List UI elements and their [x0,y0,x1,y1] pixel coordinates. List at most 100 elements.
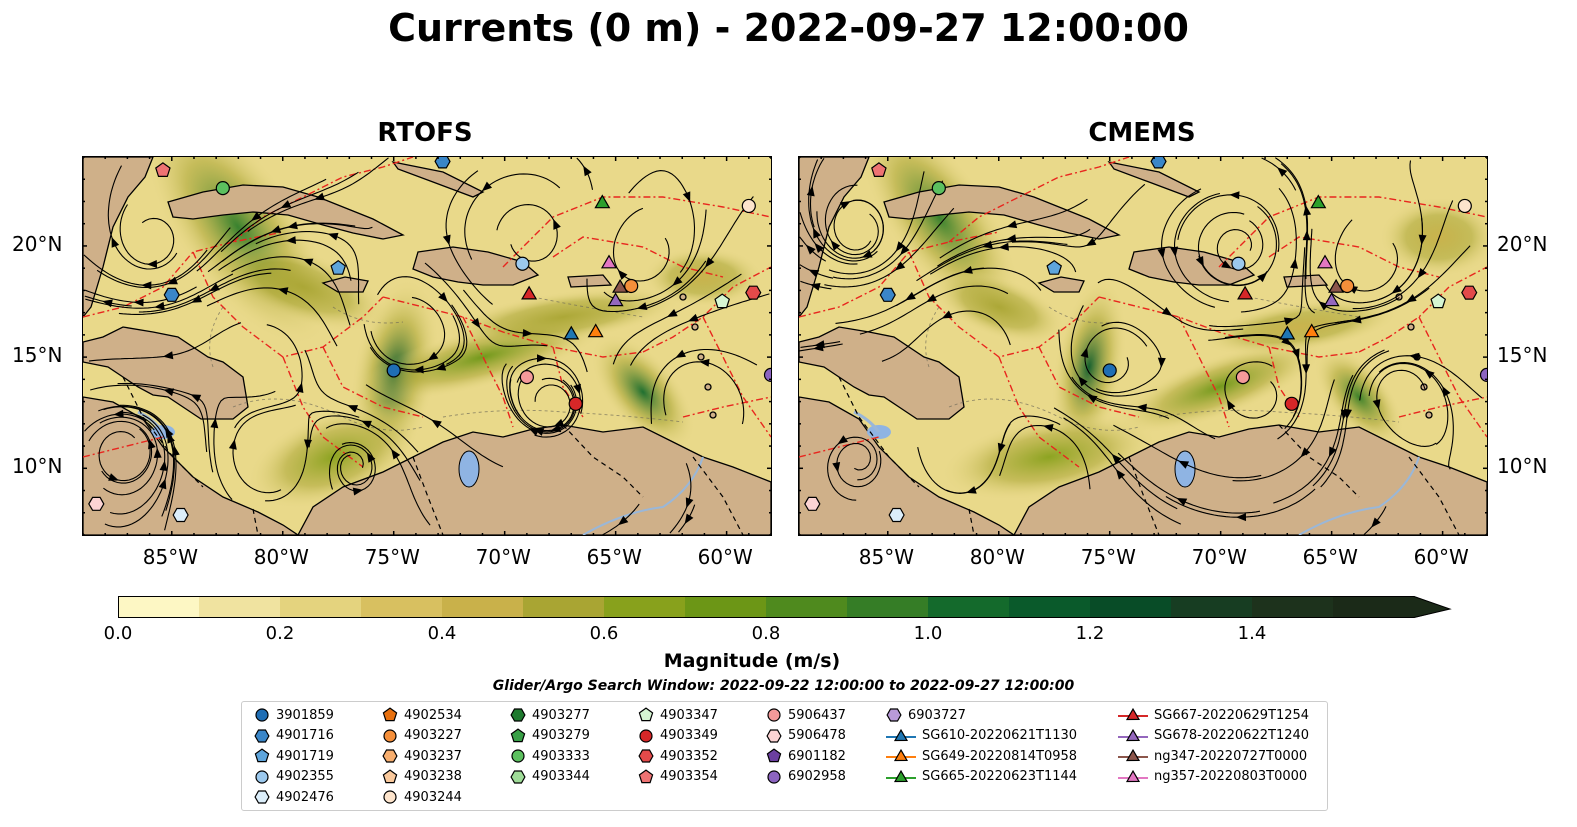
streamline-arrow [438,292,448,303]
streamline-arrow [442,234,451,246]
legend-label: 4903237 [404,748,462,764]
streamline-arrow [391,448,401,460]
legend-marker [254,748,270,763]
streamline-arrow [809,283,821,291]
streamline-arrow [427,351,439,361]
streamline-arrow [666,308,678,317]
bathymetry-contours [209,296,684,431]
legend: 3901859 4901716 4901719 4902355 4902476 49025… [241,701,1328,811]
streamline-arrow [699,358,710,367]
streamline-arrow [814,242,825,254]
streamline-arrow [277,287,289,296]
legend-marker [254,790,270,804]
legend-marker-icon [638,707,654,722]
legend-marker [511,749,525,763]
streamline-arrow [1391,284,1402,294]
colorbar-segment [1009,596,1091,618]
streamline-arrow [905,291,916,301]
streamline-arrow [837,435,848,445]
streamline-arrow [352,487,364,496]
streamline-arrow [1302,364,1311,375]
streamline-arrow [1115,469,1126,480]
streamline-arrow [361,420,372,429]
legend-marker-icon [510,769,526,784]
legend-item: 5906437 [766,706,846,724]
streamline-arrow [431,419,442,429]
streamline-arrow [1086,394,1098,404]
legend-marker [767,708,781,722]
streamline-arrow [617,269,628,280]
legend-marker-icon [767,769,781,784]
obs-marker-SG610-20220621T1130 [1279,325,1296,340]
streamline-arrow [1085,237,1097,247]
streamline-arrow [705,257,715,268]
island [697,353,705,361]
legend-marker [510,769,526,784]
legend-label: SG610-20220621T1130 [922,728,1078,743]
legend-marker [766,728,782,743]
colorbar-gradient [118,596,1452,618]
colorbar-segment [199,596,281,618]
legend-label: SG649-20220814T0958 [922,748,1078,764]
obs-marker-6902958 [1479,367,1487,383]
streamline-arrow [190,394,202,403]
legend-marker-icon [766,748,782,763]
legend-label: 4901719 [276,748,334,764]
colorbar-segment [766,596,848,618]
legend-marker [254,728,270,743]
streamline-arrow [684,513,694,525]
observation-markers [804,157,1487,523]
map-canvas [799,157,1487,535]
legend-label: SG678-20220622T1240 [1154,728,1310,743]
legend-item: 4903238 [382,768,462,786]
obs-marker-4901719 [330,259,347,275]
legend-item: 4901716 [254,727,334,745]
obs-marker-4903244 [741,198,756,214]
streamline-arrow [941,310,953,319]
frame-ticks [799,157,1487,535]
obs-marker-4903349 [1284,396,1299,411]
streamline-arrow [1157,357,1166,368]
legend-marker [638,768,654,783]
island [709,411,717,419]
frame-ticks [83,157,771,535]
legend-marker-icon [1118,728,1148,741]
streamline-arrow [806,185,815,197]
lake-maracaibo [1174,450,1196,488]
legend-item: SG649-20220814T0958 [886,747,1077,765]
legend-label: 4903227 [404,728,462,743]
legend-label: 6903727 [908,707,966,723]
obs-marker-4901716 [1150,157,1167,169]
streamline-arrow [1442,386,1451,397]
colorbar-segment [928,596,1010,618]
streamline-arrow [1417,267,1427,279]
legend-item: 4902355 [254,768,334,786]
lon-tick-label: 70°W [475,545,531,569]
colorbar-tick-label: 0.0 [103,623,133,644]
legend-label: 5906478 [788,728,846,743]
obs-marker-SG665-20220623T1144 [594,194,611,209]
streamline-arrow [327,232,339,241]
streamline-arrow [997,442,1006,454]
streamline-arrow [982,240,993,249]
streamline-arrow [1229,191,1240,200]
obs-marker-4903349 [568,396,583,411]
legend-marker-icon [638,768,654,783]
obs-marker-4903347 [714,293,731,309]
legend-label: 4902355 [276,769,334,784]
legend-marker [893,728,909,741]
streamline-arrows [805,167,1451,528]
central-america-land [799,396,1016,535]
bahamas-land [1107,161,1201,198]
lat-tick-label: 10°N [12,454,63,479]
legend-item: 4903333 [510,747,590,765]
legend-label: 4903238 [404,769,462,784]
legend-label: 4901716 [276,728,334,743]
legend-item: 4902534 [382,706,462,724]
colorbar-extend-arrow [1414,596,1450,618]
obs-marker-ng357-20220803T0000 [1316,254,1334,269]
legend-marker [382,707,398,722]
obs-marker-5906437 [519,370,534,385]
streamline-arrow [171,445,180,457]
streamline-arrow [1340,409,1349,421]
